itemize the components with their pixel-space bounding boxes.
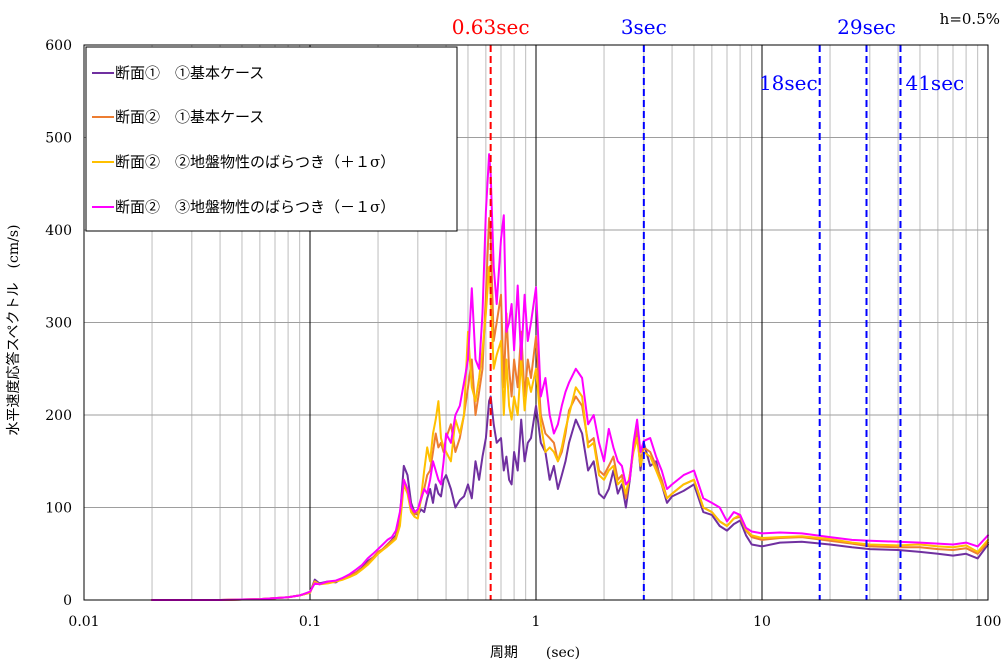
y-tick-label: 400 — [45, 223, 72, 239]
y-tick-label: 100 — [45, 501, 72, 517]
series-line-3 — [151, 266, 989, 601]
y-tick-label: 200 — [45, 408, 72, 424]
y-tick-label: 300 — [45, 316, 72, 332]
legend-label: 断面① ①基本ケース — [115, 64, 264, 82]
legend-item: 断面② ③地盤物性のばらつき（－１σ） — [92, 198, 395, 216]
legend-label: 断面② ②地盤物性のばらつき（＋１σ） — [115, 153, 395, 171]
reference-label: 29sec — [837, 15, 896, 39]
plot-border — [83, 44, 989, 601]
x-tick-label: 0.1 — [299, 614, 321, 630]
legend-item: 断面② ①基本ケース — [92, 108, 264, 126]
reference-label: 0.63sec — [452, 15, 530, 39]
legend-label: 断面② ③地盤物性のばらつき（－１σ） — [115, 198, 395, 216]
reference-label: 3sec — [621, 15, 667, 39]
x-axis-label: 周期 (sec) — [490, 645, 580, 661]
legend-box — [85, 46, 458, 232]
x-tick-label: 10 — [753, 614, 771, 630]
legend: 断面① ①基本ケース 断面② ①基本ケース 断面② ②地盤物性のばらつき（＋１σ… — [85, 46, 458, 232]
x-tick-label: 1 — [532, 614, 541, 630]
y-tick-label: 500 — [45, 131, 72, 147]
legend-item: 断面② ②地盤物性のばらつき（＋１σ） — [92, 153, 395, 171]
series-line-4 — [151, 153, 989, 601]
chart-labels: 0.63sec 3sec 18sec 29sec 41sec 0.01 0.1 1 10 100 0… — [45, 15, 1001, 630]
x-tick-label: 0.01 — [68, 614, 99, 630]
x-tick-label: 100 — [975, 614, 1002, 630]
legend-item: 断面① ①基本ケース — [92, 64, 264, 82]
damping-ratio-label: h=0.5% — [940, 10, 1000, 28]
legend-label: 断面② ①基本ケース — [115, 108, 264, 126]
y-axis-label: 水平速度応答スペクトル (cm/s) — [5, 225, 22, 436]
reference-label: 41sec — [905, 71, 964, 95]
reference-label: 18sec — [759, 71, 818, 95]
y-tick-label: 0 — [63, 593, 72, 609]
y-tick-label: 600 — [45, 38, 72, 54]
